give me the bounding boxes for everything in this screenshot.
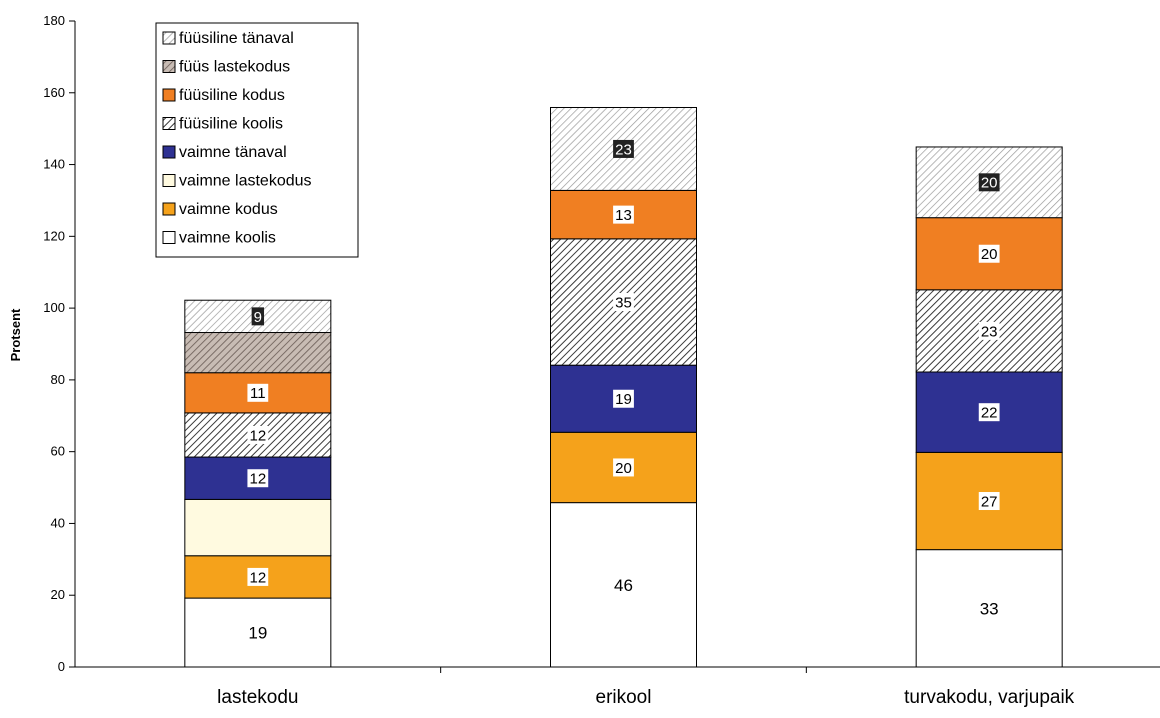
x-tick-label: turvakodu, varjupaik: [904, 687, 1075, 708]
data-label: 19: [248, 624, 267, 643]
legend-swatch: [162, 31, 176, 45]
legend-label: vaimne koolis: [179, 230, 276, 247]
data-label-bg: [613, 458, 634, 477]
y-tick-label: 0: [58, 659, 65, 674]
data-label-bg: [247, 383, 269, 402]
data-label: 20: [981, 246, 998, 263]
y-tick-label: 60: [51, 444, 65, 459]
x-tick-label: lastekodu: [217, 687, 298, 708]
legend-swatch: [162, 174, 176, 187]
y-axis: 0 20 40 60 80 100 120 140 160 180: [43, 13, 76, 674]
y-tick-label: 100: [43, 300, 65, 315]
bar-segment-vaimne-lastekodus: [184, 498, 332, 557]
bar-segment-vaimne-koolis: [550, 502, 697, 668]
data-label: 23: [615, 141, 632, 158]
legend-label: füüs lastekodus: [179, 59, 290, 76]
legend-label: füüsiline kodus: [179, 87, 285, 104]
data-label-bg: [613, 389, 634, 408]
data-label: 12: [249, 569, 266, 586]
data-label: 20: [981, 175, 998, 192]
data-label: 27: [981, 493, 998, 510]
data-label: 9: [254, 309, 262, 326]
legend-label: füüsiline koolis: [179, 116, 283, 133]
legend: füüsiline tänaval füüs lastekodus füüsilin…: [155, 22, 359, 258]
data-label: 35: [615, 294, 632, 311]
legend-swatch: [162, 145, 176, 159]
data-label-bg: [613, 205, 634, 224]
data-label-bg: [247, 567, 269, 586]
legend-swatch: [162, 88, 176, 102]
plot-area: 19 12 12 12 11 9 46 20 19 35 13 23 33 27 22 23 20 20: [184, 106, 1063, 668]
data-label-bg: [613, 139, 634, 158]
y-tick-label: 180: [43, 13, 65, 28]
data-label-bg: [978, 492, 1000, 511]
data-label: 20: [615, 460, 632, 477]
legend-swatch: [162, 202, 176, 216]
legend-swatch: [162, 117, 176, 130]
y-tick-label: 160: [43, 85, 65, 100]
y-tick-label: 40: [51, 515, 65, 530]
data-label-bg: [247, 469, 269, 488]
y-axis-label: Protsent: [8, 308, 23, 361]
data-label-bg: [247, 425, 269, 444]
data-label-bg: [978, 173, 1000, 192]
data-label: 12: [249, 427, 266, 444]
legend-label: vaimne kodus: [179, 201, 278, 218]
y-tick-label: 140: [43, 157, 65, 172]
x-axis: lastekodu erikool turvakodu, varjupaik: [75, 666, 1160, 708]
data-label: 12: [249, 471, 266, 488]
data-label-bg: [978, 244, 1000, 263]
legend-box: [155, 22, 359, 258]
data-label: 19: [615, 391, 632, 408]
data-label-bg: [978, 403, 1000, 422]
y-tick-label: 120: [43, 228, 65, 243]
bar-segment-vaimne-kodus: [184, 555, 332, 599]
data-label: 13: [615, 207, 632, 224]
y-tick-label: 20: [51, 587, 65, 602]
data-label: 33: [980, 599, 999, 618]
data-label: 46: [614, 576, 633, 595]
data-label: 11: [250, 385, 266, 402]
legend-label: füüsiline tänaval: [179, 30, 294, 47]
data-label-bg: [251, 307, 265, 326]
data-label-bg: [978, 321, 1000, 340]
legend-label: vaimne tänaval: [179, 144, 287, 161]
bar-segment-vaimne-koolis: [915, 549, 1063, 668]
bar-segment-füüs-lastekodus: [184, 332, 332, 374]
x-tick-label: erikool: [596, 687, 652, 708]
bar-segment-vaimne-koolis: [184, 597, 332, 668]
data-label: 23: [981, 323, 998, 340]
legend-swatch: [162, 231, 176, 244]
data-label-bg: [613, 293, 634, 312]
data-label: 22: [981, 405, 998, 422]
legend-swatch: [162, 60, 176, 73]
y-tick-label: 80: [51, 372, 65, 387]
legend-label: vaimne lastekodus: [179, 173, 312, 190]
